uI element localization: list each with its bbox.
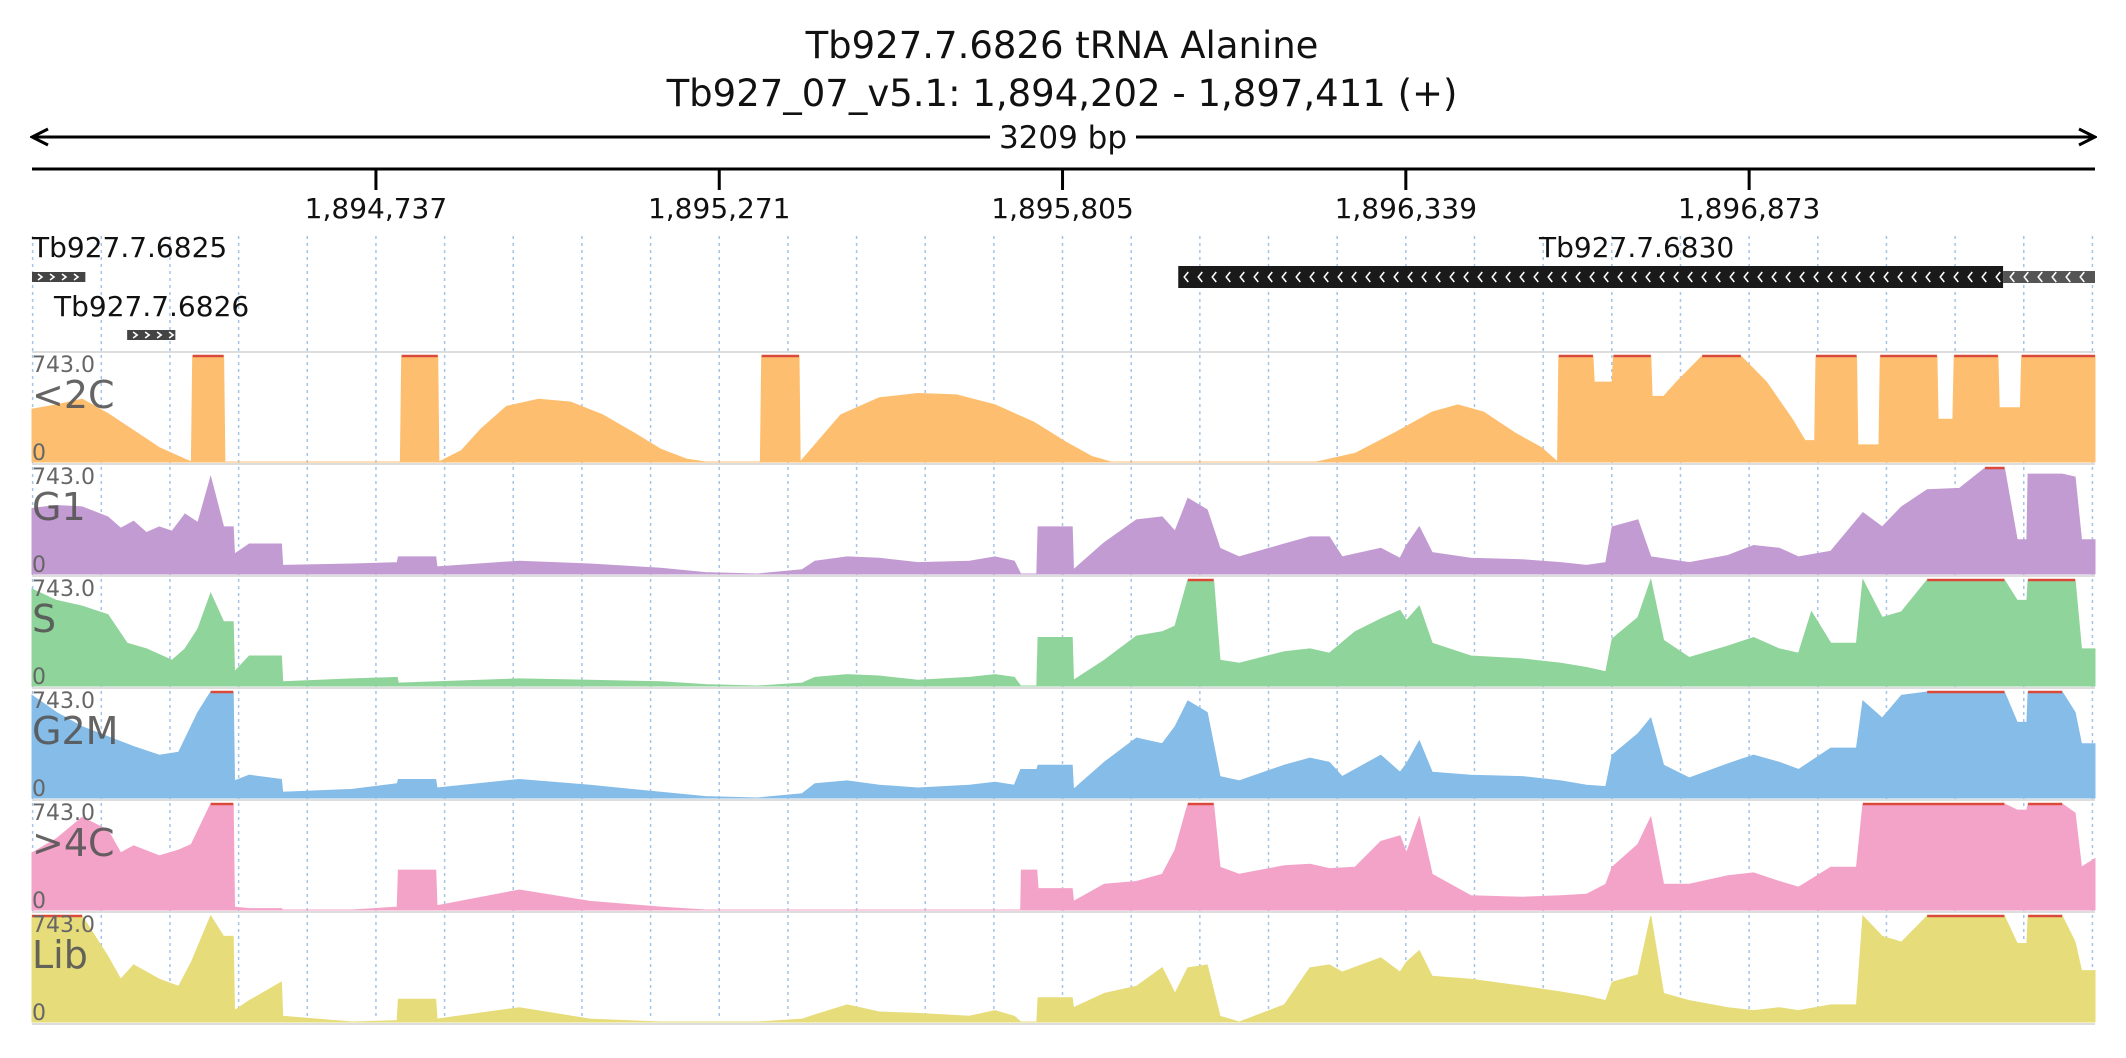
track-min-label: 0 (32, 553, 46, 578)
track-max-label: 743.0 (32, 577, 95, 602)
coordinate-ruler: 1,894,737 1,895,271 1,895,805 1,896,339 1,89… (32, 167, 2095, 225)
track-min-label: 0 (32, 665, 46, 690)
track-<2C: 743.0 0 <2C (31, 351, 2096, 466)
track->4C: 743.0 0 >4C (31, 799, 2096, 914)
track-max-label: 743.0 (32, 465, 95, 490)
track-max-label: 743.0 (32, 353, 95, 378)
locus-coordinates: Tb927_07_v5.1: 1,894,202 - 1,897,411 (+) (666, 72, 1458, 115)
track-min-label: 0 (32, 777, 46, 802)
locus-header: Tb927.7.6826 tRNA Alanine Tb927_07_v5.1:… (32, 24, 2095, 156)
span-label-bg (990, 121, 1136, 155)
track-max-label: 743.0 (32, 801, 95, 826)
track-name-label: G1 (32, 485, 86, 529)
gene-bar (127, 330, 176, 340)
ruler-tick-label-1: 1,895,271 (648, 192, 791, 225)
gene-label: Tb927.7.6826 (53, 290, 249, 323)
track-G1: 743.0 0 G1 (31, 463, 2096, 578)
track-min-label: 0 (32, 1001, 46, 1026)
gene-Tb927.7.6826: Tb927.7.6826 (53, 290, 249, 340)
track-min-label: 0 (32, 441, 46, 466)
ruler-tick-label-3: 1,896,339 (1335, 192, 1478, 225)
track-name-label: Lib (32, 933, 88, 977)
track-max-label: 743.0 (32, 689, 95, 714)
ruler-tick-label-0: 1,894,737 (305, 192, 448, 225)
coverage-area (31, 803, 2096, 911)
track-max-label: 743.0 (32, 913, 95, 938)
track-name-label: >4C (32, 821, 115, 865)
coverage-area (31, 467, 2096, 575)
gene-label: Tb927.7.6830 (1538, 231, 1734, 264)
track-Lib: 743.0 0 Lib (31, 911, 2096, 1026)
gene-strand-arrows (1183, 271, 2085, 283)
gene-strand-arrows (132, 331, 175, 339)
track-name-label: G2M (32, 709, 118, 753)
gene-track: Tb927.7.6825 Tb927.7.6826 Tb927.7.6830 (31, 231, 2095, 340)
track-name-label: <2C (32, 373, 115, 417)
gene-title: Tb927.7.6826 tRNA Alanine (805, 24, 1319, 67)
gene-bar (32, 272, 86, 282)
gene-Tb927.7.6830: Tb927.7.6830 (1178, 231, 2095, 288)
track-S: 743.0 0 S (31, 575, 2096, 690)
ruler-tick-label-4: 1,896,873 (1678, 192, 1821, 225)
gene-label: Tb927.7.6825 (31, 231, 227, 264)
coverage-area (31, 355, 2096, 464)
track-min-label: 0 (32, 889, 46, 914)
gene-Tb927.7.6825: Tb927.7.6825 (31, 231, 227, 282)
track-G2M: 743.0 0 G2M (31, 687, 2096, 802)
gene-strand-arrows (37, 273, 80, 281)
track-name-label: S (32, 597, 56, 641)
span-label: 3209 bp (999, 120, 1127, 156)
coverage-tracks: 743.00<2C743.00G1743.00S743.00G2M743.00>… (31, 351, 2096, 1026)
coverage-area (31, 914, 2096, 1023)
coverage-area (31, 578, 2096, 687)
ruler-tick-label-2: 1,895,805 (991, 192, 1134, 225)
coverage-area (31, 691, 2096, 799)
